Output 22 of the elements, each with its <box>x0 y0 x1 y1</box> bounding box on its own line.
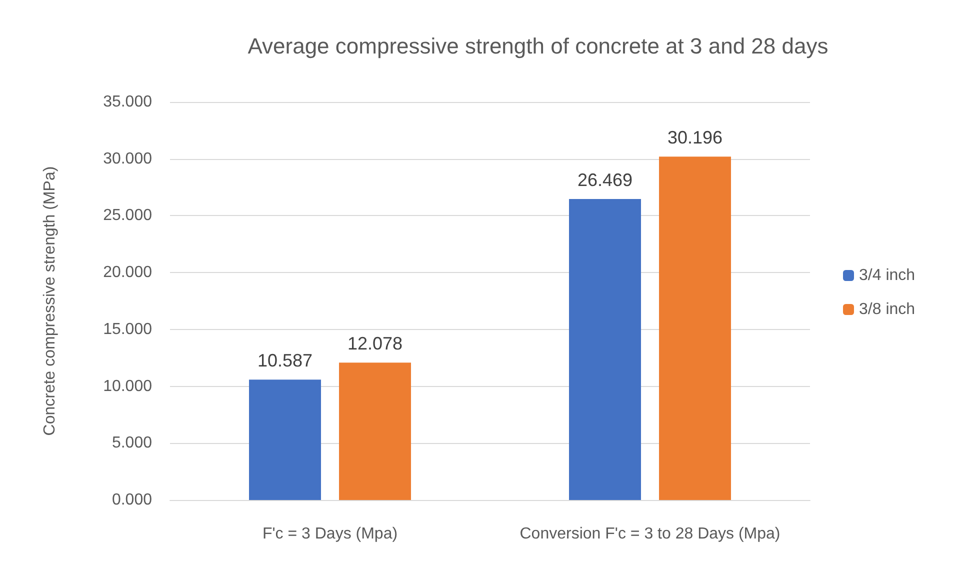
chart-title: Average compressive strength of concrete at 3 and 28 days <box>248 34 828 58</box>
y-tick-label: 0.000 <box>112 492 152 508</box>
data-label: 12.078 <box>347 334 403 354</box>
bar <box>659 156 731 500</box>
data-label: 10.587 <box>257 350 313 371</box>
legend-label: 3/8 inch <box>859 301 916 318</box>
y-tick-label: 35.000 <box>103 94 152 110</box>
bar <box>339 362 411 500</box>
y-axis-title: Concrete compressive strength (MPa) <box>42 166 58 436</box>
y-tick-label: 30.000 <box>103 150 152 168</box>
bar <box>569 199 641 500</box>
bar <box>249 380 321 500</box>
y-tick-label: 5.000 <box>112 434 152 452</box>
y-tick-label: 15.000 <box>103 320 152 338</box>
legend-label: 3/4 inch <box>859 267 916 284</box>
y-tick-label: 25.000 <box>103 207 152 224</box>
y-tick-label: 20.000 <box>103 264 152 282</box>
y-tick-label: 10.000 <box>103 378 152 395</box>
x-tick-label: F'c = 3 Days (Mpa) <box>262 526 398 542</box>
data-label: 30.196 <box>667 128 723 148</box>
data-label: 26.469 <box>577 170 633 190</box>
x-tick-label: Conversion F'c = 3 to 28 Days (Mpa) <box>520 526 780 542</box>
